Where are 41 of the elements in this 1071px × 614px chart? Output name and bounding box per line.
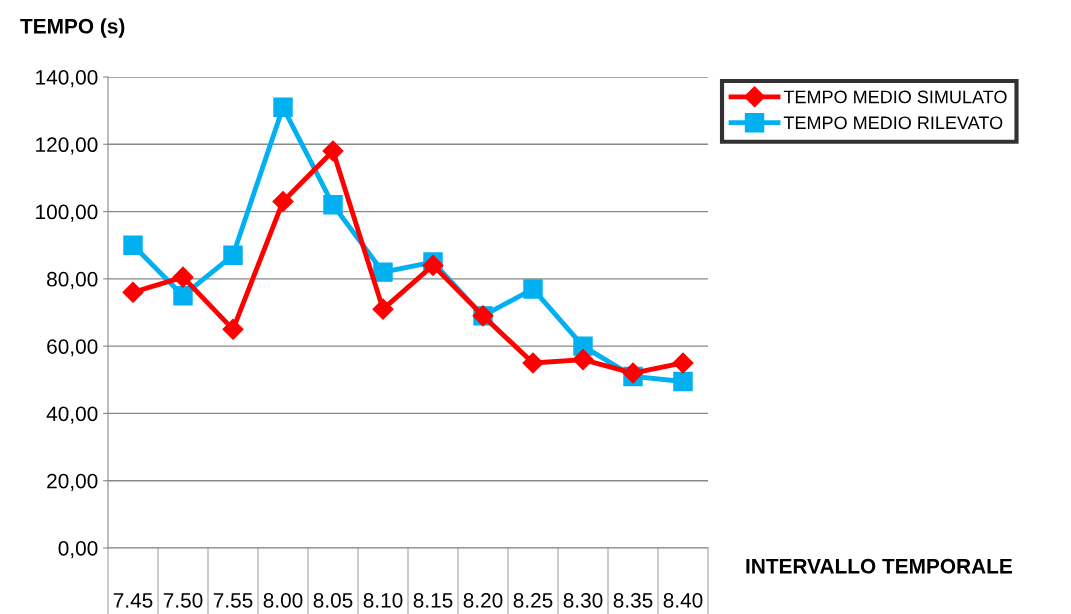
x-tick-label: 7.50 [163,592,203,608]
x-tick-label: 8.20 [463,592,503,608]
y-tick-label: 40,00 [46,406,98,424]
x-tick-label: 8.15 [413,592,453,608]
x-tick-label: 8.00 [263,592,303,608]
point [373,262,393,282]
point [173,285,193,306]
x-tick-label: 8.10 [363,592,403,608]
legend-label: TEMPO MEDIO RILEVATO [783,116,1003,130]
y-axis-title: TEMPO (s) [20,18,125,38]
point [223,245,243,266]
point [273,97,293,118]
y-tick-label: 60,00 [47,339,98,357]
point [172,266,194,288]
y-tick-label: 0,00 [58,541,98,559]
x-tick-label: 7.45 [113,593,153,608]
x-tick-label: 8.30 [563,592,603,608]
x-tick-label: 8.35 [613,592,653,608]
y-tick-label: 80,00 [47,271,98,290]
point [372,298,394,320]
point [222,318,244,340]
point [522,352,544,374]
y-tick-label: 120,00 [36,137,98,155]
y-tick-label: 20,00 [47,473,98,491]
point [673,371,693,392]
point [122,281,144,303]
point [272,190,294,212]
point [323,195,343,215]
point [572,349,594,371]
legend-label: TEMPO MEDIO SIMULATO [783,90,1007,104]
point [322,140,344,162]
y-tick-label: 140,00 [36,70,98,88]
point [123,235,143,255]
x-tick-label: 8.05 [313,592,353,608]
x-axis-title: INTERVALLO TEMPORALE [746,558,1012,574]
point [523,279,543,299]
x-tick-label: 7.55 [213,593,253,608]
x-tick-label: 8.40 [663,592,703,608]
point [672,352,694,374]
y-tick-label: 100,00 [36,204,98,222]
x-tick-label: 8.25 [513,592,553,608]
